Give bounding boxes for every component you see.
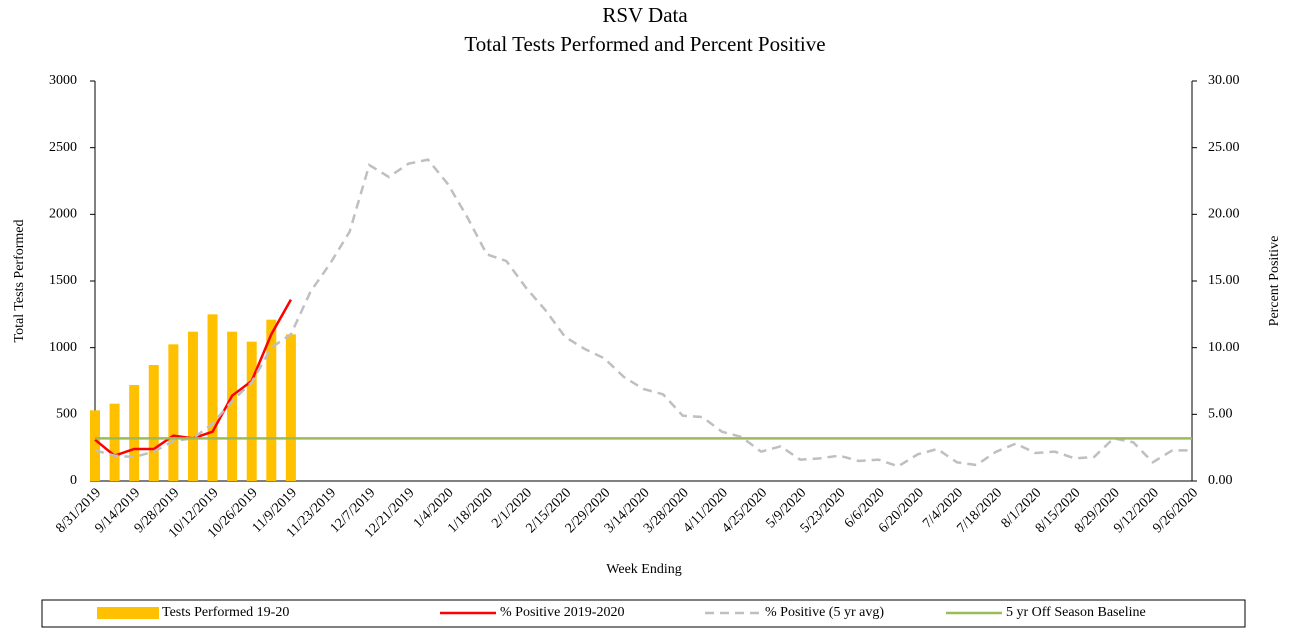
- bar: [90, 410, 100, 481]
- bar: [227, 331, 238, 481]
- y-tick-label: 500: [56, 407, 77, 422]
- y-tick-label: 3000: [49, 73, 77, 88]
- bar: [168, 344, 179, 481]
- y2-tick-label: 5.00: [1208, 407, 1233, 422]
- y-tick-label: 2500: [49, 140, 77, 155]
- y2-tick-label: 15.00: [1208, 273, 1240, 288]
- y-axis-title: Total Tests Performed: [12, 220, 27, 343]
- line: [94, 158, 1192, 468]
- legend-swatch: [97, 607, 159, 619]
- y2-tick-label: 20.00: [1208, 207, 1240, 222]
- y2-tick-label: 10.00: [1208, 340, 1240, 355]
- chart-subtitle: Total Tests Performed and Percent Positi…: [464, 32, 825, 56]
- bar: [285, 334, 296, 481]
- bar: [109, 403, 120, 481]
- y2-tick-label: 0.00: [1208, 473, 1233, 488]
- y-tick-label: 1500: [49, 273, 77, 288]
- y2-axis-title: Percent Positive: [1267, 236, 1282, 327]
- bar: [266, 319, 277, 481]
- y2-tick-label: 25.00: [1208, 140, 1240, 155]
- x-axis-title: Week Ending: [606, 562, 681, 577]
- chart-title: RSV Data: [602, 3, 688, 27]
- bar: [246, 341, 257, 481]
- legend-label: Tests Performed 19-20: [162, 605, 289, 620]
- y-tick-label: 2000: [49, 207, 77, 222]
- bar: [207, 314, 218, 481]
- y-tick-label: 0: [70, 473, 77, 488]
- legend-label: % Positive (5 yr avg): [765, 605, 884, 620]
- bar: [148, 365, 159, 481]
- legend-box: [41, 599, 1246, 628]
- legend-label: % Positive 2019-2020: [500, 605, 624, 620]
- bar: [129, 385, 140, 481]
- y-tick-label: 1000: [49, 340, 77, 355]
- y2-tick-label: 30.00: [1208, 73, 1240, 88]
- legend-label: 5 yr Off Season Baseline: [1006, 605, 1146, 620]
- bar: [187, 331, 198, 481]
